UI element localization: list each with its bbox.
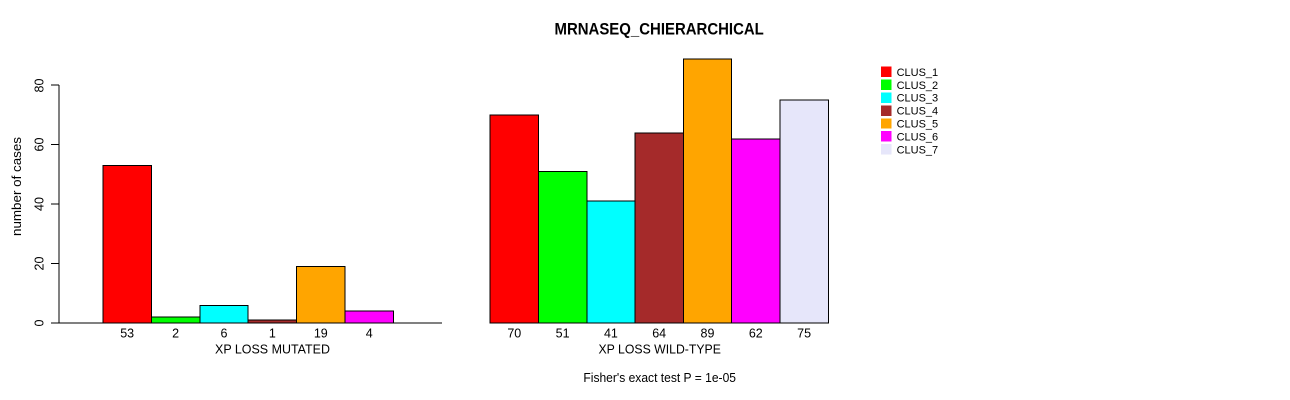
svg-text:XP LOSS WILD-TYPE: XP LOSS WILD-TYPE	[599, 343, 721, 357]
svg-text:CLUS_6: CLUS_6	[897, 131, 939, 143]
svg-text:2: 2	[172, 326, 179, 340]
svg-text:60: 60	[33, 138, 47, 152]
svg-text:4: 4	[366, 326, 373, 340]
svg-text:51: 51	[556, 326, 570, 340]
svg-text:64: 64	[652, 326, 666, 340]
svg-text:89: 89	[701, 326, 715, 340]
svg-text:41: 41	[604, 326, 618, 340]
svg-text:CLUS_3: CLUS_3	[897, 93, 939, 105]
svg-text:6: 6	[221, 326, 228, 340]
svg-text:CLUS_1: CLUS_1	[897, 67, 939, 79]
svg-text:CLUS_4: CLUS_4	[897, 106, 939, 118]
svg-text:CLUS_2: CLUS_2	[897, 80, 939, 92]
svg-text:number of cases: number of cases	[9, 136, 24, 236]
svg-text:CLUS_5: CLUS_5	[897, 119, 939, 131]
svg-text:62: 62	[749, 326, 763, 340]
svg-text:0: 0	[33, 319, 47, 326]
svg-text:19: 19	[314, 326, 328, 340]
svg-text:MRNASEQ_CHIERARCHICAL: MRNASEQ_CHIERARCHICAL	[555, 20, 764, 38]
svg-text:75: 75	[797, 326, 811, 340]
svg-text:1: 1	[269, 326, 276, 340]
svg-text:70: 70	[507, 326, 521, 340]
svg-text:XP LOSS MUTATED: XP LOSS MUTATED	[215, 343, 330, 357]
svg-text:Fisher's exact test P = 1e-05: Fisher's exact test P = 1e-05	[583, 371, 736, 385]
svg-text:20: 20	[33, 257, 47, 271]
svg-text:CLUS_7: CLUS_7	[897, 144, 939, 156]
svg-text:80: 80	[33, 79, 47, 93]
svg-text:40: 40	[33, 197, 47, 211]
svg-text:53: 53	[120, 326, 134, 340]
